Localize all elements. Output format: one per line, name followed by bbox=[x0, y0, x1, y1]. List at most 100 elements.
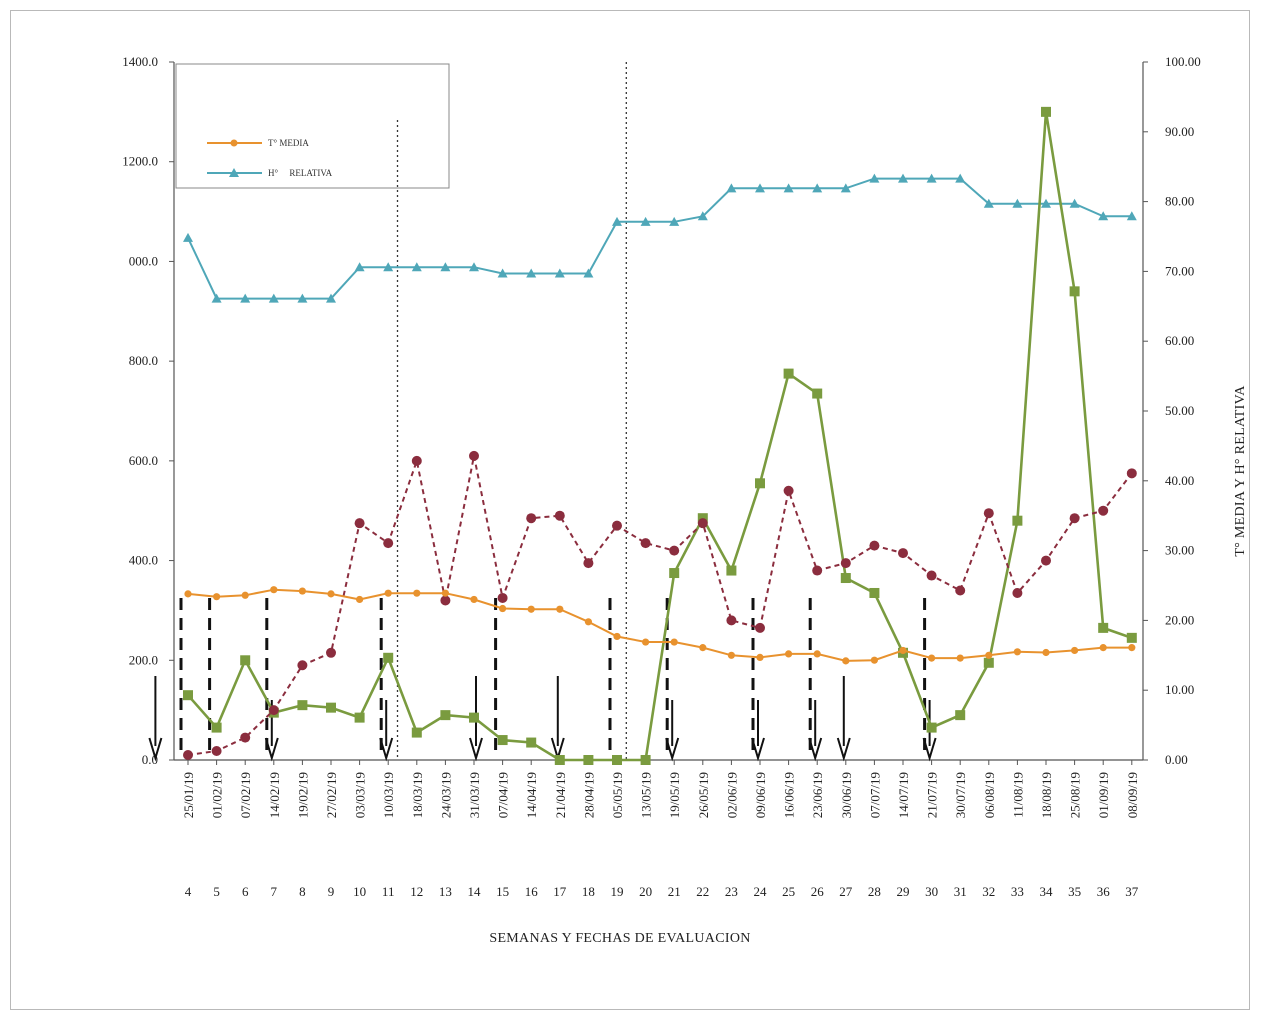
data-point bbox=[1041, 106, 1051, 117]
data-point bbox=[898, 173, 908, 183]
data-point bbox=[669, 216, 680, 226]
data-point bbox=[297, 293, 308, 303]
date-tick-label: 21/04/19 bbox=[553, 772, 568, 818]
left-tick-label: 200.0 bbox=[129, 652, 158, 667]
data-point bbox=[440, 262, 451, 272]
data-point bbox=[1012, 515, 1023, 526]
data-point bbox=[497, 268, 508, 278]
arrow-head bbox=[379, 737, 394, 762]
left-tick-label: 1200.0 bbox=[122, 154, 158, 169]
left-tick-label: 1400.0 bbox=[122, 54, 158, 69]
data-point bbox=[785, 650, 793, 658]
data-point bbox=[554, 755, 565, 765]
week-tick-label: 21 bbox=[668, 884, 681, 899]
week-tick-label: 19 bbox=[611, 884, 624, 899]
data-point bbox=[327, 590, 335, 598]
date-tick-label: 07/04/19 bbox=[496, 772, 511, 818]
data-point bbox=[699, 644, 707, 652]
date-tick-label: 23/06/19 bbox=[810, 772, 825, 818]
left-tick-label: 000.0 bbox=[129, 253, 158, 268]
date-tick-label: 14/02/19 bbox=[267, 772, 282, 818]
data-point bbox=[812, 565, 823, 576]
data-point bbox=[554, 510, 565, 521]
data-point bbox=[869, 587, 880, 598]
date-tick-label: 14/04/19 bbox=[524, 772, 539, 818]
week-tick-label: 26 bbox=[811, 884, 825, 899]
data-point bbox=[926, 570, 937, 581]
data-point bbox=[356, 595, 364, 604]
data-point bbox=[613, 632, 621, 641]
date-tick-label: 07/07/19 bbox=[867, 772, 882, 818]
week-tick-label: 20 bbox=[639, 884, 652, 899]
chart-frame bbox=[10, 10, 1250, 1010]
data-point bbox=[469, 262, 479, 272]
week-tick-label: 23 bbox=[725, 884, 738, 899]
data-point bbox=[383, 652, 394, 663]
date-tick-label: 26/05/19 bbox=[696, 772, 711, 818]
data-point bbox=[411, 262, 422, 272]
data-point bbox=[612, 755, 622, 765]
data-point bbox=[184, 590, 192, 598]
data-point bbox=[211, 293, 222, 303]
left-tick-label: 400.0 bbox=[129, 553, 158, 568]
data-point bbox=[297, 660, 308, 671]
data-point bbox=[1042, 648, 1050, 657]
right-tick-label: 30.00 bbox=[1165, 543, 1194, 558]
data-point bbox=[898, 548, 908, 559]
data-point bbox=[1041, 198, 1051, 208]
data-point bbox=[1126, 632, 1137, 643]
data-point bbox=[384, 589, 392, 597]
data-point bbox=[899, 646, 907, 655]
arrow-head bbox=[665, 737, 680, 762]
week-tick-label: 31 bbox=[954, 884, 967, 899]
data-point bbox=[411, 455, 422, 466]
data-point bbox=[755, 183, 765, 193]
left-tick-label: 800.0 bbox=[129, 353, 158, 368]
data-point bbox=[298, 587, 306, 595]
date-tick-label: 01/02/19 bbox=[210, 772, 225, 818]
data-point bbox=[469, 450, 479, 461]
date-tick-label: 31/03/19 bbox=[467, 772, 482, 818]
date-tick-label: 30/06/19 bbox=[839, 772, 854, 818]
date-tick-label: 18/03/19 bbox=[410, 772, 425, 818]
data-point bbox=[213, 593, 221, 601]
data-point bbox=[783, 368, 794, 379]
week-tick-label: 14 bbox=[468, 884, 482, 899]
right-tick-label: 60.00 bbox=[1165, 333, 1194, 348]
week-tick-label: 18 bbox=[582, 884, 595, 899]
data-point bbox=[526, 737, 537, 748]
data-point bbox=[1126, 468, 1137, 479]
data-point bbox=[783, 183, 794, 193]
left-tick-label: 600.0 bbox=[129, 453, 158, 468]
data-point bbox=[612, 216, 622, 226]
data-point bbox=[985, 651, 993, 659]
date-tick-label: 03/03/19 bbox=[353, 772, 368, 818]
date-tick-label: 27/02/19 bbox=[324, 772, 339, 818]
data-point bbox=[526, 268, 537, 278]
data-point bbox=[840, 573, 851, 584]
data-point bbox=[211, 722, 222, 733]
data-point bbox=[556, 605, 564, 613]
date-tick-label: 30/07/19 bbox=[953, 772, 968, 818]
week-tick-label: 5 bbox=[213, 884, 220, 899]
data-point bbox=[1098, 211, 1109, 221]
x-axis-title: SEMANAS Y FECHAS DE EVALUACION bbox=[489, 931, 750, 946]
data-point bbox=[842, 657, 850, 665]
data-point bbox=[983, 657, 994, 668]
data-point bbox=[183, 690, 193, 701]
week-tick-label: 15 bbox=[496, 884, 509, 899]
arrow-head bbox=[808, 737, 823, 762]
data-point bbox=[755, 622, 765, 633]
data-point bbox=[469, 712, 479, 723]
series-line-1 bbox=[187, 177, 1132, 300]
data-point bbox=[783, 485, 794, 496]
data-point bbox=[497, 735, 508, 746]
date-tick-label: 19/02/19 bbox=[295, 772, 310, 818]
data-point bbox=[670, 638, 678, 646]
data-point bbox=[354, 712, 365, 723]
data-point bbox=[640, 216, 651, 226]
series-line-0 bbox=[187, 588, 1132, 662]
data-point bbox=[755, 478, 765, 489]
data-point bbox=[640, 755, 651, 765]
week-tick-label: 35 bbox=[1068, 884, 1081, 899]
